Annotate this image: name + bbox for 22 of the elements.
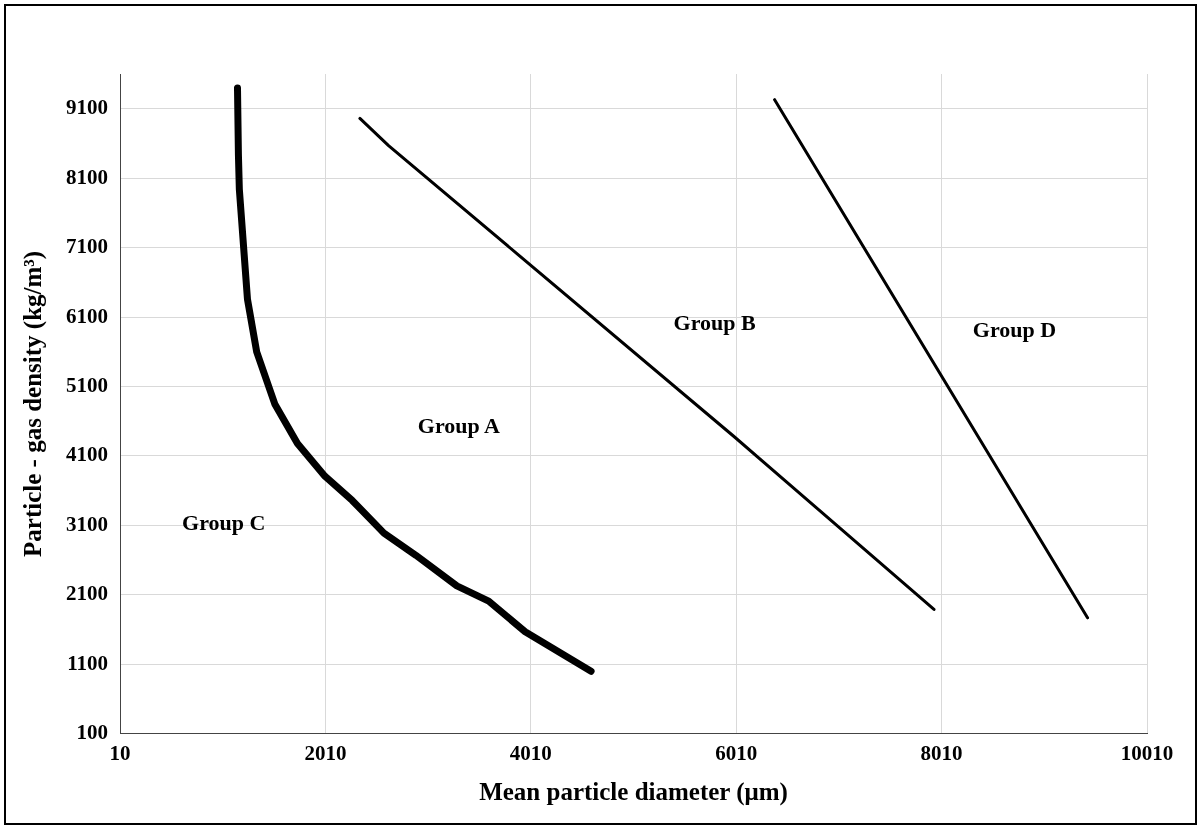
x-tick-label: 2010	[304, 740, 347, 765]
y-tick-label: 1100	[67, 650, 108, 675]
y-tick-label: 3100	[66, 511, 108, 536]
y-axis-title: Particle - gas density (kg/m³)	[19, 250, 48, 557]
annotation: Group D	[972, 317, 1057, 343]
x-tick-label: 6010	[715, 740, 758, 765]
x-axis-title: Mean particle diameter (μm)	[479, 778, 788, 807]
x-tick-label: 10	[109, 740, 131, 765]
x-tick-label: 8010	[920, 740, 963, 765]
x-tick-label: 4010	[509, 740, 552, 765]
x-tick-label: 10010	[1120, 740, 1174, 765]
annotation: Group A	[417, 412, 501, 438]
y-tick-label: 2100	[66, 581, 108, 606]
y-tick-label: 9100	[66, 95, 108, 120]
y-tick-label: 5100	[66, 372, 108, 397]
annotation: Group B	[673, 310, 757, 336]
y-tick-label: 100	[76, 720, 108, 745]
y-tick-label: 7100	[66, 234, 108, 259]
annotation: Group C	[182, 510, 266, 536]
y-tick-label: 6100	[66, 303, 108, 328]
y-tick-label: 4100	[66, 442, 108, 467]
y-tick-label: 8100	[66, 164, 108, 189]
